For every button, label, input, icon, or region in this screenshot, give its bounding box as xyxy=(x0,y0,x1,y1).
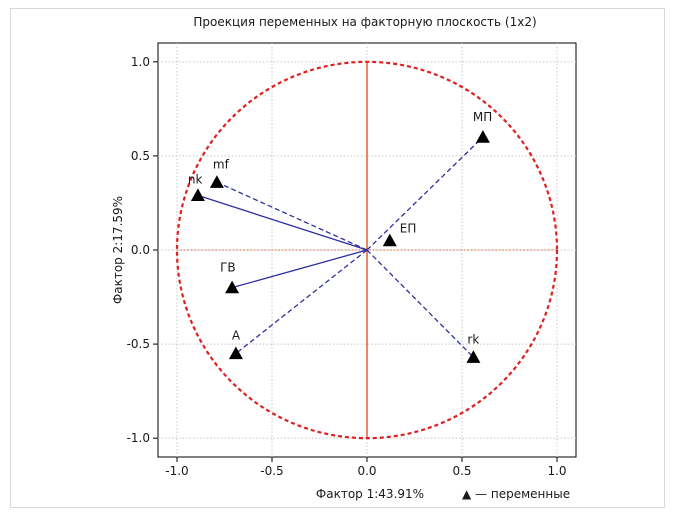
y-axis-label: Фактор 2:17.59% xyxy=(111,196,125,304)
vector-line xyxy=(366,249,474,358)
point-marker xyxy=(209,175,224,188)
vector-line xyxy=(235,249,368,355)
x-tick-label: 0.5 xyxy=(452,464,471,478)
point-label: ГВ xyxy=(220,261,236,275)
x-axis-label: Фактор 1:43.91% xyxy=(316,487,424,501)
vector-line xyxy=(231,249,368,289)
vector-line xyxy=(366,136,484,251)
y-tick-label: 1.0 xyxy=(131,55,150,69)
point-label: ЕП xyxy=(400,222,417,236)
y-tick-label: 0.5 xyxy=(131,149,150,163)
x-tick-label: 0.0 xyxy=(357,464,376,478)
point-marker xyxy=(466,350,481,363)
point-marker xyxy=(225,280,240,294)
y-tick-label: 0.0 xyxy=(131,243,150,257)
x-tick-label: -0.5 xyxy=(260,464,283,478)
point-marker xyxy=(228,346,243,360)
legend: ▲ — переменные xyxy=(462,487,570,501)
point-label: МП xyxy=(473,110,492,124)
vector-line xyxy=(216,181,368,251)
point-marker xyxy=(190,188,205,202)
point-label: rk xyxy=(467,332,479,346)
point-marker xyxy=(382,233,397,247)
y-tick-label: -0.5 xyxy=(127,337,150,351)
point-label: mf xyxy=(213,157,230,171)
chart-title: Проекция переменных на факторную плоскос… xyxy=(193,15,536,29)
y-tick-label: -1.0 xyxy=(127,431,150,445)
chart-frame xyxy=(10,8,665,508)
point-label: A xyxy=(232,329,241,343)
x-tick-label: 1.0 xyxy=(547,464,566,478)
unit-circle xyxy=(175,60,559,440)
x-tick-label: -1.0 xyxy=(165,464,188,478)
point-marker xyxy=(475,130,490,143)
point-label: nk xyxy=(188,172,203,186)
vector-line xyxy=(197,194,368,251)
